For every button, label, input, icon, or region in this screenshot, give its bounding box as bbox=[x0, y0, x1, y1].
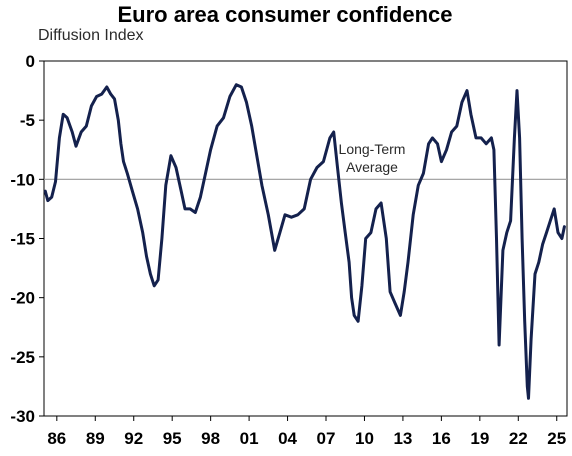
x-tick-label: 25 bbox=[547, 429, 566, 448]
x-tick-label: 89 bbox=[86, 429, 105, 448]
y-tick-label: -30 bbox=[10, 407, 35, 426]
plot-area: 0 -5 -10 -15 -20 -25 -30 86 89 92 95 98 01 04 07 10 13 1… bbox=[10, 52, 568, 448]
confidence-series bbox=[43, 83, 566, 400]
x-tick-label: 07 bbox=[317, 429, 336, 448]
long-term-label-line2: Average bbox=[346, 159, 398, 175]
y-tick-label: 0 bbox=[26, 52, 35, 71]
x-tick-label: 04 bbox=[278, 429, 297, 448]
x-axis-ticks: 86 89 92 95 98 01 04 07 10 13 16 19 22 25 bbox=[47, 416, 566, 448]
plot-frame bbox=[43, 60, 568, 417]
x-tick-label: 98 bbox=[201, 429, 220, 448]
x-tick-label: 10 bbox=[355, 429, 374, 448]
y-tick-label: -25 bbox=[10, 348, 35, 367]
x-tick-label: 92 bbox=[124, 429, 143, 448]
chart-title: Euro area consumer confidence bbox=[118, 2, 453, 27]
long-term-label-line1: Long-Term bbox=[339, 141, 406, 157]
x-tick-label: 95 bbox=[163, 429, 182, 448]
y-tick-label: -5 bbox=[20, 111, 35, 130]
y-tick-label: -10 bbox=[10, 170, 35, 189]
x-tick-label: 13 bbox=[393, 429, 412, 448]
series-line bbox=[43, 83, 566, 400]
x-tick-label: 86 bbox=[47, 429, 66, 448]
x-tick-label: 01 bbox=[240, 429, 259, 448]
y-axis-label: Diffusion Index bbox=[38, 27, 144, 44]
x-tick-label: 19 bbox=[470, 429, 489, 448]
x-tick-label: 16 bbox=[432, 429, 451, 448]
y-axis-ticks: 0 -5 -10 -15 -20 -25 -30 bbox=[10, 52, 44, 426]
y-tick-label: -20 bbox=[10, 289, 35, 308]
x-tick-label: 22 bbox=[509, 429, 528, 448]
y-tick-label: -15 bbox=[10, 230, 35, 249]
